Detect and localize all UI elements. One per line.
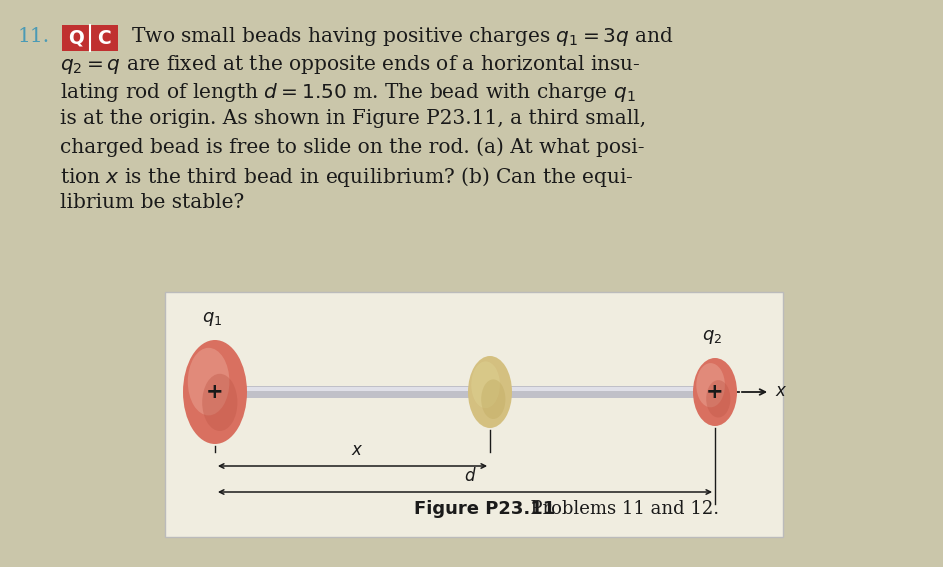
Text: $d$: $d$ [464, 467, 476, 485]
Text: Q: Q [68, 28, 84, 48]
Text: $q_2$: $q_2$ [702, 328, 722, 346]
Ellipse shape [202, 374, 238, 431]
Text: $x$: $x$ [775, 383, 787, 400]
Text: librium be stable?: librium be stable? [60, 193, 244, 212]
Ellipse shape [468, 356, 512, 428]
Text: +: + [706, 382, 724, 402]
Bar [215, 387, 715, 391]
Ellipse shape [472, 361, 500, 408]
Text: lating rod of length $d = 1.50$ m. The bead with charge $q_1$: lating rod of length $d = 1.50$ m. The b… [60, 81, 636, 104]
Text: is at the origin. As shown in Figure P23.11, a third small,: is at the origin. As shown in Figure P23… [60, 109, 646, 128]
Bar [215, 386, 715, 398]
Text: C: C [97, 28, 111, 48]
Ellipse shape [183, 340, 247, 444]
Text: Two small beads having positive charges $q_1 = 3q$ and: Two small beads having positive charges … [125, 25, 674, 48]
Text: $x$: $x$ [352, 442, 364, 459]
Text: tion $x$ is the third bead in equilibrium? (b) Can the equi-: tion $x$ is the third bead in equilibriu… [60, 165, 634, 189]
Ellipse shape [706, 380, 731, 417]
Text: Problems 11 and 12.: Problems 11 and 12. [519, 500, 720, 518]
Text: charged bead is free to slide on the rod. (a) At what posi-: charged bead is free to slide on the rod… [60, 137, 644, 156]
Text: Figure P23.11: Figure P23.11 [414, 500, 555, 518]
Text: 11.: 11. [18, 27, 50, 46]
Ellipse shape [188, 348, 229, 416]
Bar [90, 25, 118, 51]
Ellipse shape [693, 358, 737, 426]
Ellipse shape [481, 379, 505, 419]
Text: $q_1$: $q_1$ [202, 310, 223, 328]
Ellipse shape [696, 363, 725, 407]
FancyBboxPatch shape [165, 292, 783, 537]
Text: $q_2 = q$ are fixed at the opposite ends of a horizontal insu-: $q_2 = q$ are fixed at the opposite ends… [60, 53, 640, 76]
Text: +: + [207, 382, 223, 402]
Bar [62, 25, 90, 51]
